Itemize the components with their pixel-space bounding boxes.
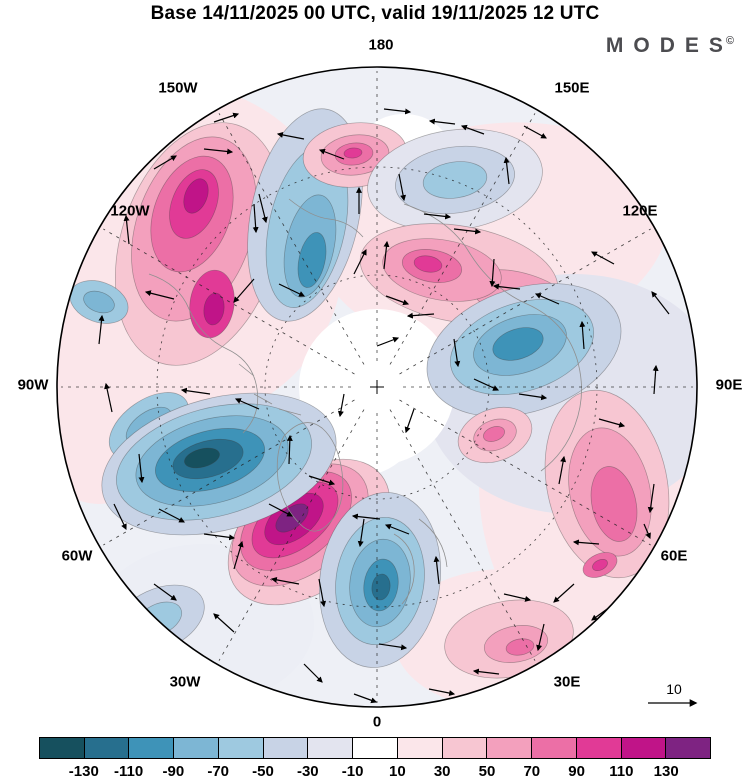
colorbar-cells (39, 737, 711, 759)
polar-map-svg (56, 66, 698, 708)
colorbar-tick-label: -90 (162, 763, 185, 780)
longitude-label-120e: 120E (622, 202, 658, 220)
colorbar-tick-labels: -130 -110 -90 -70 -50 -30 -10 10 30 50 70 90 110 130 (39, 759, 711, 781)
colorbar: -130 -110 -90 -70 -50 -30 -10 10 30 50 70 90 110 130 (39, 737, 711, 781)
page-title: Base 14/11/2025 00 UTC, valid 19/11/2025… (150, 3, 600, 24)
negative-anomaly-okhotsk (367, 128, 543, 232)
polar-map-figure (54, 64, 700, 710)
longitude-label-60w: 60W (61, 547, 93, 565)
longitude-label-90w: 90W (17, 376, 49, 394)
negative-anomaly-europe (318, 492, 442, 668)
colorbar-tick-label: 50 (478, 763, 496, 780)
colorbar-tick-label: -110 (113, 763, 144, 780)
colorbar-cell (397, 738, 443, 758)
wind-vector-arrows (98, 108, 670, 704)
colorbar-cell (487, 738, 533, 758)
positive-anomaly-ne-pacific (115, 122, 283, 366)
negative-anomaly-nw-atlantic (101, 392, 337, 536)
vector-reference: 10 (642, 682, 706, 714)
modes-logo-text: MODES (605, 34, 733, 57)
colorbar-cell (621, 738, 667, 758)
colorbar-cell (263, 738, 309, 758)
colorbar-tick-label: 10 (389, 763, 406, 780)
pole-cross-icon (370, 380, 384, 394)
longitude-label-150e: 150E (554, 79, 590, 97)
colorbar-cell (442, 738, 488, 758)
colorbar-tick-label: -10 (341, 763, 364, 780)
copyright-icon: © (725, 35, 734, 47)
vector-reference-label: 10 (666, 681, 682, 697)
colorbar-tick-label: 70 (523, 763, 541, 780)
coastlines (148, 198, 582, 605)
colorbar-tick-label: 30 (433, 763, 451, 780)
colorbar-cell (174, 738, 219, 758)
colorbar-cell (308, 738, 354, 758)
longitude-label-150w: 150W (158, 79, 198, 97)
map-boundary-circle (56, 66, 698, 708)
colorbar-tick-label: -130 (68, 763, 99, 780)
graticule (61, 71, 693, 703)
colorbar-tick-label: -70 (207, 763, 230, 780)
colorbar-tick-label: 130 (653, 763, 679, 780)
colorbar-cell (129, 738, 175, 758)
colorbar-cell (40, 738, 85, 758)
negative-anomaly-central-siberia (426, 283, 622, 417)
longitude-label-180: 180 (368, 36, 394, 54)
colorbar-cell (84, 738, 130, 758)
positive-anomaly-urals (457, 406, 533, 464)
colorbar-cell (666, 738, 711, 758)
longitude-label-60e: 60E (660, 547, 688, 565)
positive-anomaly-west-russia (544, 389, 670, 579)
longitude-label-90e: 90E (715, 376, 743, 394)
colorbar-tick-label: 90 (568, 763, 585, 780)
colorbar-tick-label: -50 (252, 763, 274, 780)
colorbar-tick-label: -30 (296, 763, 319, 780)
colorbar-cell (576, 738, 622, 758)
colorbar-cell (218, 738, 264, 758)
longitude-label-30e: 30E (553, 673, 581, 691)
modes-logo: MODES© (606, 34, 734, 58)
longitude-label-30w: 30W (169, 673, 201, 691)
longitude-label-120w: 120W (110, 202, 150, 220)
colorbar-cell (353, 738, 398, 758)
longitude-label-0: 0 (372, 713, 382, 731)
colorbar-tick-label: 110 (609, 763, 634, 780)
colorbar-cell (532, 738, 577, 758)
vector-reference-arrow-icon (648, 699, 698, 707)
